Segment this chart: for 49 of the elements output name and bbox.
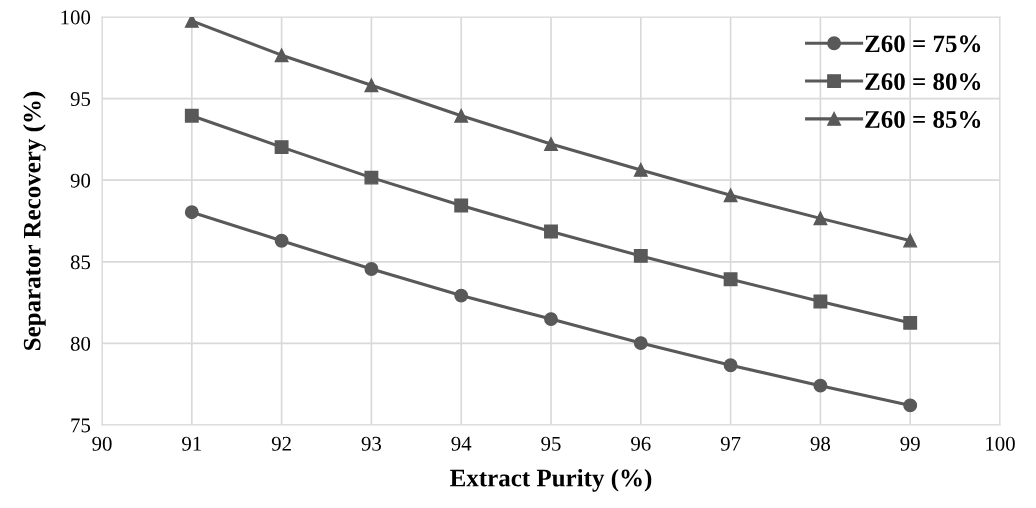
point [813, 294, 828, 309]
point [364, 170, 379, 185]
y-tick-label: 95 [70, 92, 91, 107]
point [544, 224, 558, 239]
point [633, 336, 648, 351]
point [454, 198, 469, 213]
y-axis-title: Separator Recovery (%) [23, 91, 46, 350]
x-tick-label: 100 [986, 436, 1015, 451]
point [813, 211, 828, 226]
point [723, 188, 738, 203]
y-tick-label: 90 [70, 173, 91, 188]
legend-label: Z60 = 85% [865, 111, 981, 128]
point [903, 233, 918, 248]
point [813, 378, 828, 393]
point [903, 398, 918, 413]
x-tick-label: 97 [720, 436, 741, 451]
point [454, 288, 469, 303]
x-tick-label: 91 [182, 436, 201, 451]
point [723, 358, 738, 373]
legend-label: Z60 = 75% [865, 35, 981, 53]
point [274, 140, 289, 155]
point [903, 315, 918, 330]
point [364, 78, 379, 93]
point [184, 205, 199, 220]
x-tick-label: 96 [631, 436, 651, 451]
x-tick-label: 98 [810, 436, 831, 451]
point [544, 137, 558, 151]
y-tick-label: 75 [71, 418, 91, 433]
y-tick-label: 80 [70, 336, 91, 351]
x-tick-label: 90 [92, 436, 112, 451]
point [633, 162, 648, 177]
point [364, 262, 379, 276]
point [184, 17, 199, 28]
x-tick-label: 95 [541, 436, 561, 451]
y-tick-label: 100 [61, 10, 91, 25]
x-tick-label: 93 [361, 436, 381, 451]
x-tick-label: 92 [271, 436, 291, 451]
x-axis-title: Extract Purity (%) [450, 468, 652, 492]
point [184, 108, 199, 123]
legend-label: Z60 = 80% [865, 73, 981, 91]
point [274, 233, 289, 248]
point [274, 48, 289, 63]
point [633, 248, 648, 263]
point [454, 108, 469, 123]
y-tick-label: 85 [70, 255, 91, 270]
point [544, 312, 558, 327]
x-tick-label: 94 [451, 436, 472, 451]
x-tick-label: 99 [900, 436, 920, 451]
point [723, 272, 738, 287]
